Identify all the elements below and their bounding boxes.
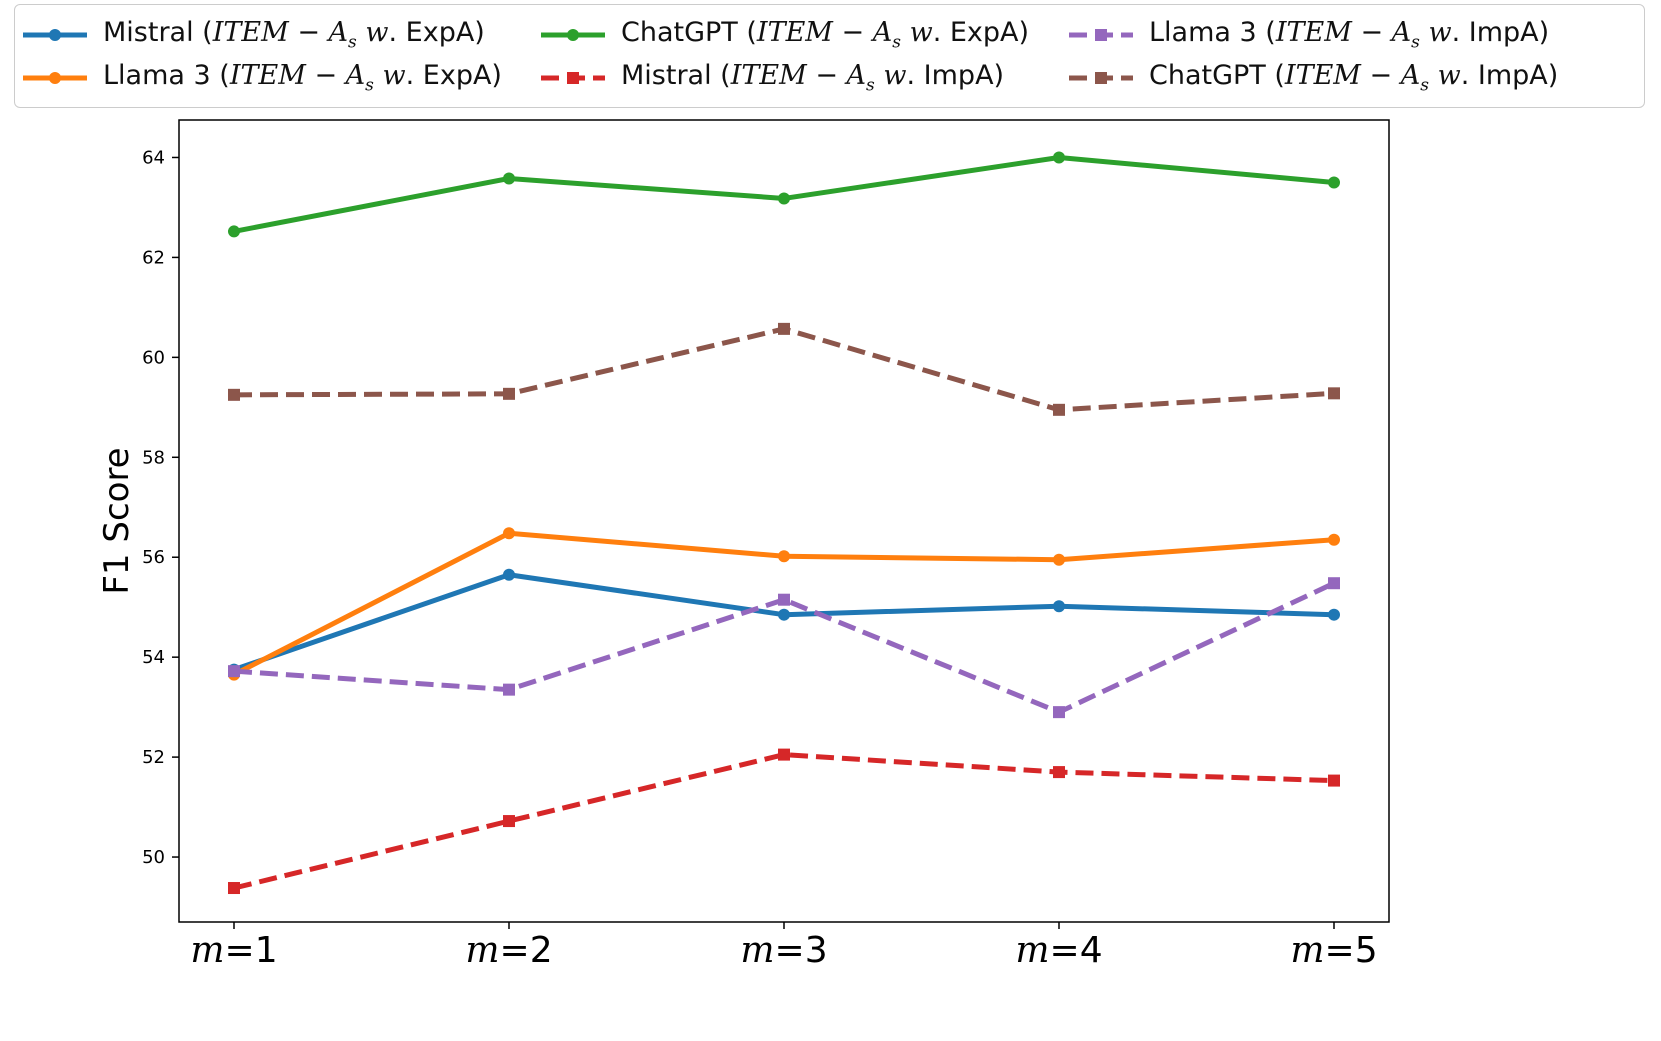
legend-swatch	[1069, 29, 1133, 41]
legend-item: Llama 3 (ITEM − As w. ExpA)	[21, 60, 502, 96]
data-point	[1328, 774, 1340, 787]
legend-label: Llama 3 (ITEM − As w. ImpA)	[1149, 17, 1550, 53]
data-point	[1053, 706, 1065, 719]
data-point	[503, 527, 515, 540]
data-point	[1328, 387, 1340, 400]
y-axis: 50 52 54 56 58 60 62 64	[142, 147, 179, 868]
y-axis-label: F1 Score	[97, 447, 137, 594]
data-point	[1053, 151, 1065, 164]
data-point	[778, 550, 790, 563]
data-point	[1053, 403, 1065, 416]
data-point	[228, 388, 240, 401]
y-tick-label: 58	[142, 447, 165, 468]
legend-label: Mistral (ITEM − As w. ImpA)	[621, 60, 1005, 96]
data-point	[503, 172, 515, 185]
data-point	[503, 683, 515, 696]
data-point	[778, 593, 790, 606]
data-point	[1328, 533, 1340, 546]
x-tick-label: m=5	[1290, 930, 1377, 971]
x-axis: m=1 m=2 m=3 m=4 m=5	[190, 922, 1378, 971]
series-line	[233, 752, 1335, 891]
series-1	[228, 568, 1340, 676]
y-tick-label: 50	[142, 847, 165, 868]
data-point	[503, 387, 515, 400]
data-point	[1328, 608, 1340, 621]
data-point	[778, 748, 790, 761]
series-6	[228, 322, 1340, 416]
data-point	[503, 815, 515, 828]
y-tick-label: 56	[142, 547, 165, 568]
data-point	[778, 608, 790, 621]
data-point	[228, 882, 240, 895]
data-point	[228, 225, 240, 238]
legend-item: Mistral (ITEM − As w. ImpA)	[539, 60, 1004, 96]
data-point	[1328, 176, 1340, 189]
series-line	[233, 326, 1335, 413]
series-5	[228, 577, 1340, 719]
legend-swatch	[23, 72, 87, 84]
legend-item: ChatGPT (ITEM − As w. ExpA)	[539, 17, 1029, 53]
legend-label: Llama 3 (ITEM − As w. ExpA)	[103, 60, 502, 96]
legend-label: Mistral (ITEM − As w. ExpA)	[103, 17, 485, 53]
data-point	[228, 665, 240, 678]
legend-label: ChatGPT (ITEM − As w. ExpA)	[621, 17, 1030, 53]
legend-swatch	[23, 29, 87, 41]
series-4	[228, 748, 1340, 895]
data-point	[503, 568, 515, 581]
x-tick-label: m=3	[740, 930, 827, 971]
plot-area	[178, 119, 1390, 923]
y-tick-label: 62	[142, 247, 165, 268]
y-tick-label: 60	[142, 347, 165, 368]
data-point	[1053, 600, 1065, 613]
y-tick-label: 54	[142, 647, 165, 668]
series-line	[233, 580, 1336, 715]
legend-swatch	[541, 29, 605, 41]
y-tick-label: 52	[142, 747, 165, 768]
data-point	[1053, 553, 1065, 566]
x-tick-label: m=1	[190, 930, 277, 971]
series-3	[228, 151, 1340, 238]
legend-item: ChatGPT (ITEM − As w. ImpA)	[1067, 60, 1558, 96]
y-tick-label: 64	[142, 147, 165, 168]
legend-label: ChatGPT (ITEM − As w. ImpA)	[1149, 60, 1559, 96]
x-tick-label: m=4	[1015, 930, 1102, 971]
legend-swatch	[1069, 72, 1133, 84]
data-point	[1053, 766, 1065, 779]
legend-swatch	[541, 72, 605, 84]
x-tick-label: m=2	[465, 930, 552, 971]
data-point	[1328, 577, 1340, 590]
legend: Mistral (ITEM − As w. ExpA) Llama 3 (ITEM…	[14, 4, 1645, 108]
data-point	[778, 322, 790, 335]
legend-item: Llama 3 (ITEM − As w. ImpA)	[1067, 17, 1549, 53]
series-layer	[228, 151, 1340, 895]
data-point	[778, 192, 790, 205]
legend-item: Mistral (ITEM − As w. ExpA)	[21, 17, 485, 53]
